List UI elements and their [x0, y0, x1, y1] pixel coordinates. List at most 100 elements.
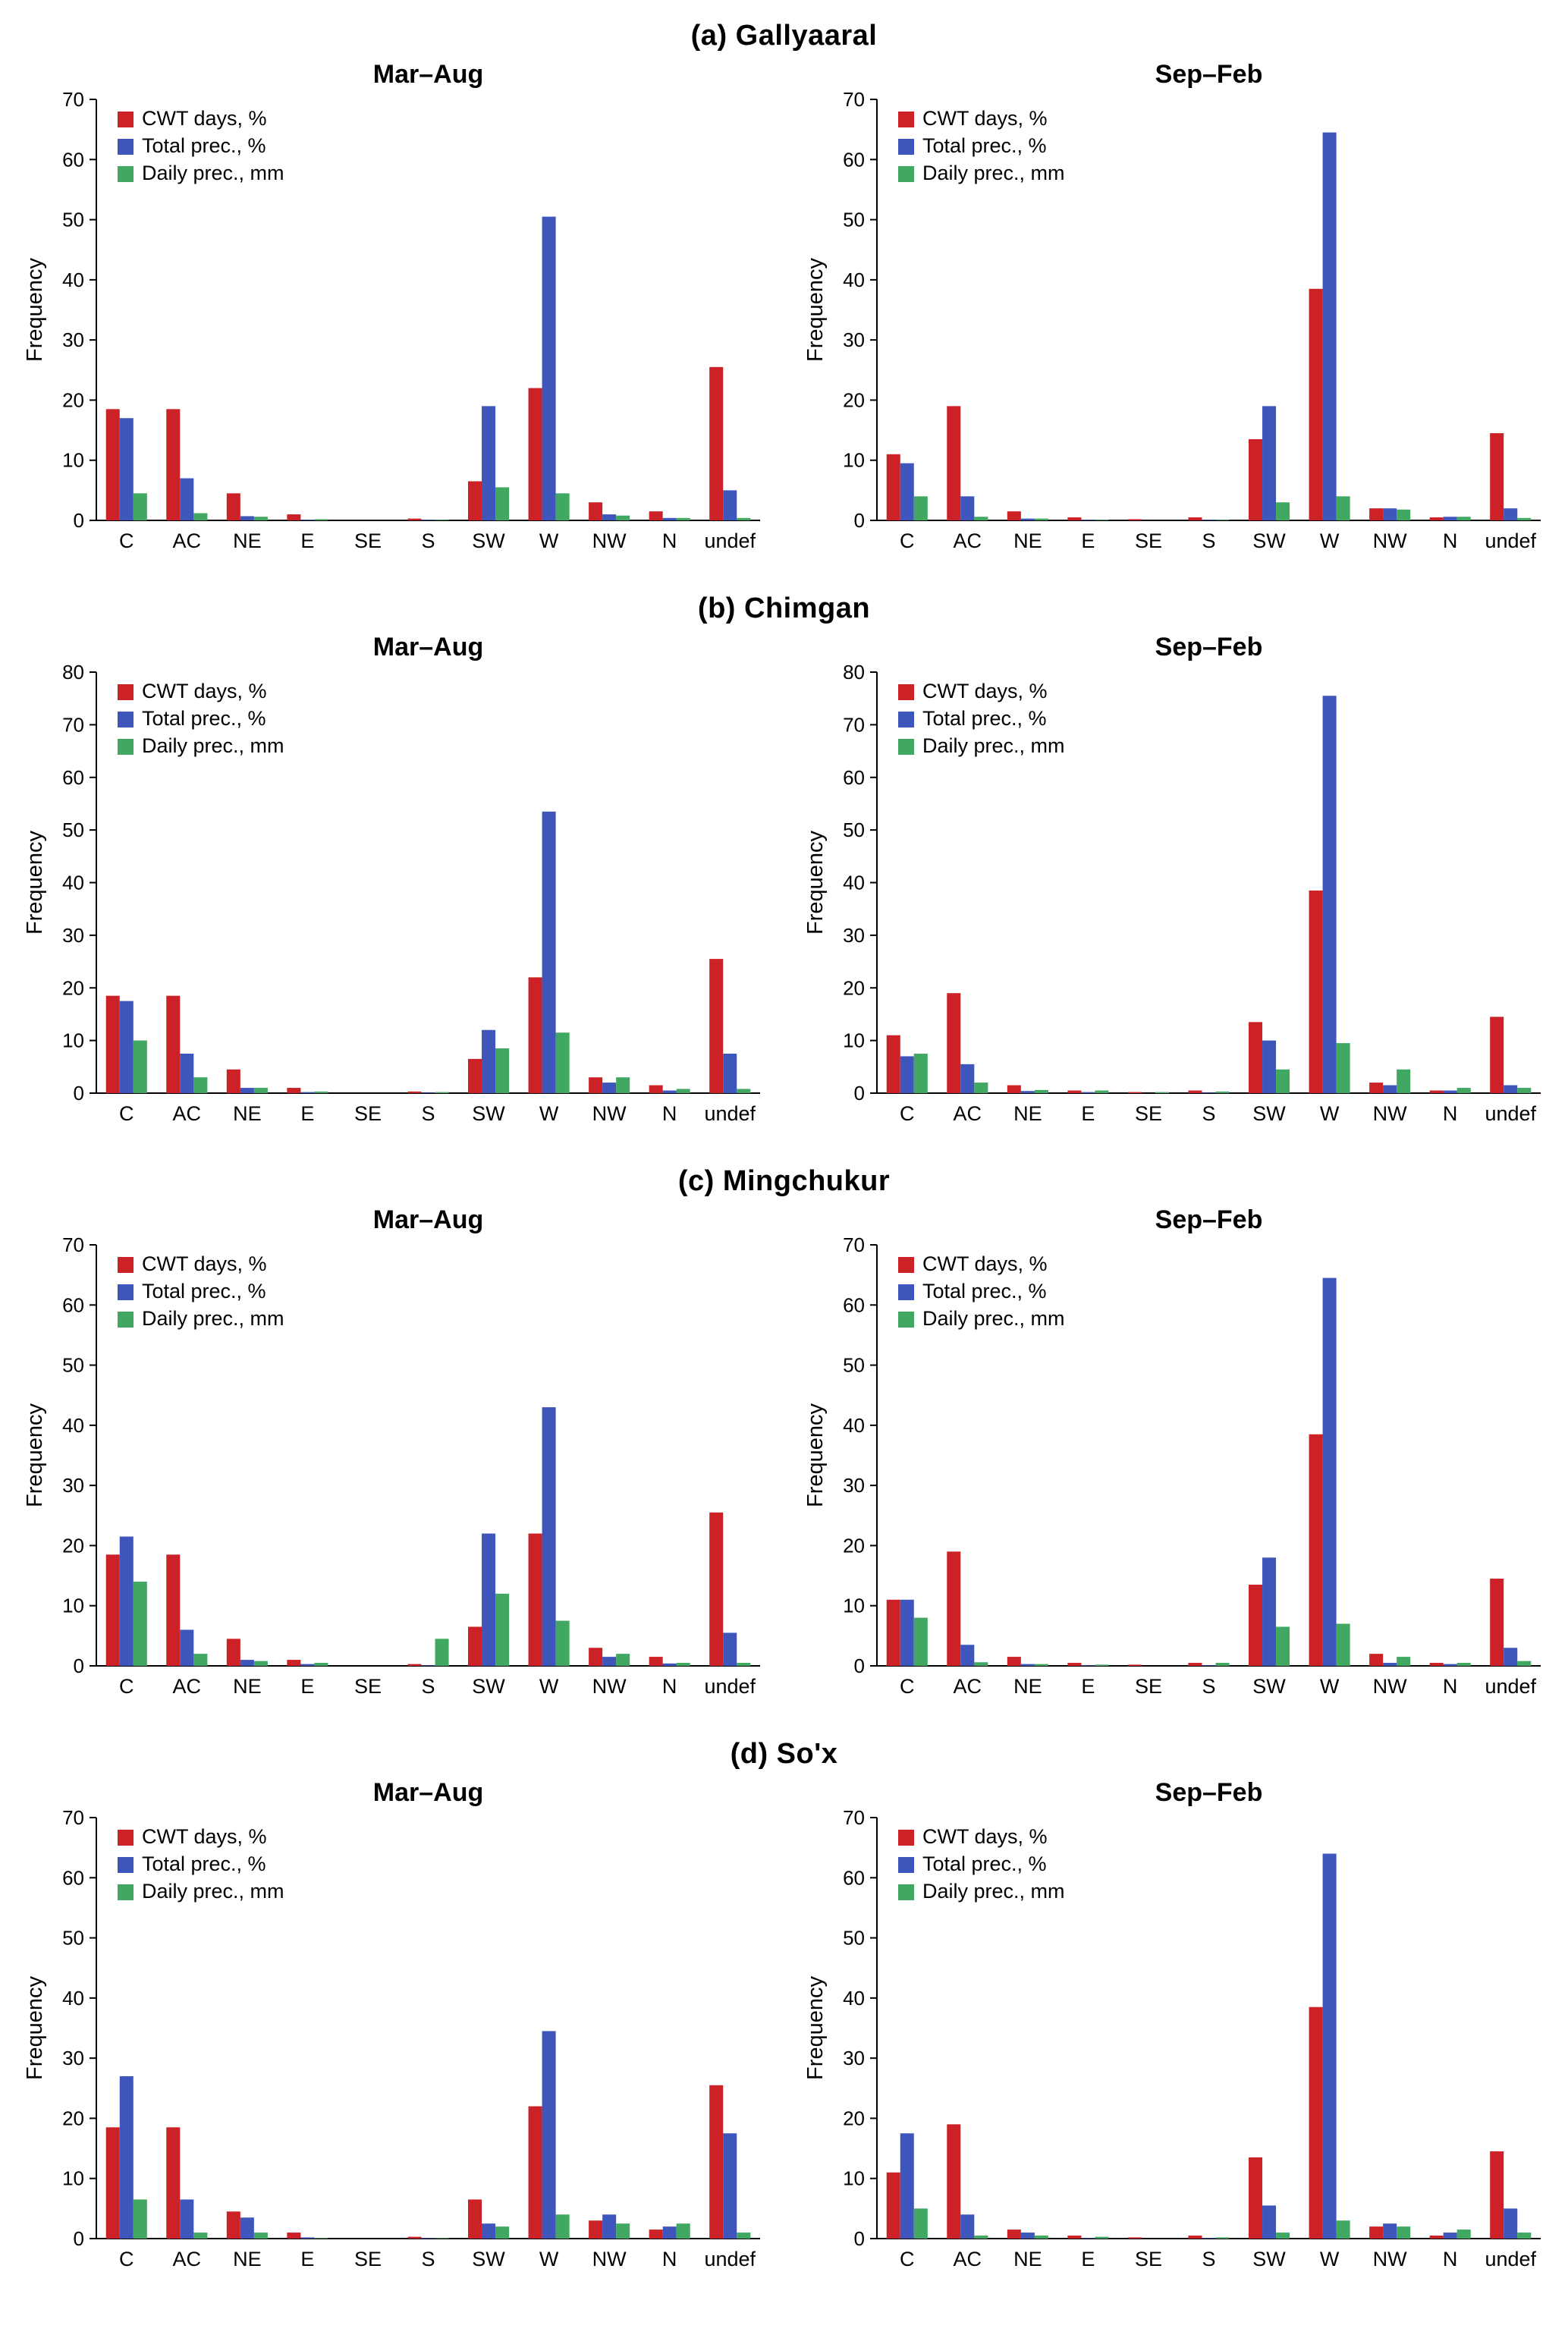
bar — [165, 1554, 180, 1666]
bar — [946, 993, 960, 1093]
x-tick-label: S — [421, 1675, 435, 1698]
x-tick-label: E — [1081, 1675, 1095, 1698]
bar — [1034, 1089, 1048, 1093]
bar — [973, 1083, 988, 1093]
bar-chart-svg: Sep–Feb Frequency 0 10 20 30 40 50 60 70 C AC NE E SE S… — [803, 1205, 1541, 1698]
bar — [960, 1645, 974, 1666]
bar — [649, 1657, 663, 1666]
bar — [1429, 1090, 1444, 1093]
bar — [1187, 517, 1202, 520]
bar — [407, 518, 421, 520]
y-tick-label: 30 — [62, 328, 84, 351]
x-tick-label: S — [1202, 1675, 1215, 1698]
bar — [495, 2226, 509, 2239]
bar — [602, 1657, 616, 1666]
x-tick-label: AC — [172, 529, 201, 552]
y-tick-label: 60 — [843, 148, 865, 171]
bar — [1275, 2233, 1290, 2239]
x-tick-label: W — [1319, 1675, 1339, 1698]
bar — [1516, 517, 1531, 520]
bar — [1368, 1654, 1383, 1666]
legend-swatch — [897, 1284, 914, 1300]
bar — [1275, 1626, 1290, 1666]
bar — [900, 463, 914, 520]
x-tick-label: NE — [1013, 2248, 1042, 2270]
bar — [662, 517, 677, 520]
bar — [119, 418, 134, 520]
x-tick-label: E — [300, 2248, 314, 2270]
bar — [722, 490, 737, 520]
bar — [528, 388, 542, 520]
bar-chart-svg: Mar–Aug Frequency 0 10 20 30 40 50 60 70 C AC NE E SE S… — [23, 60, 760, 552]
x-tick-label: C — [119, 529, 134, 552]
x-tick-label: E — [300, 529, 314, 552]
x-tick-label: SW — [472, 2248, 505, 2270]
x-tick-label: E — [300, 1675, 314, 1698]
bar — [1396, 509, 1410, 520]
bar — [467, 1058, 482, 1093]
bar — [1007, 2229, 1021, 2239]
bar — [1215, 1091, 1230, 1093]
bar — [1080, 1092, 1095, 1093]
x-tick-label: N — [1442, 1675, 1457, 1698]
x-tick-label: S — [421, 2248, 435, 2270]
bar — [588, 1077, 602, 1093]
bar — [407, 2236, 421, 2239]
bar — [960, 496, 974, 520]
bar-chart-svg: Sep–Feb Frequency 0 10 20 30 40 50 60 70 80 C AC NE E S… — [803, 633, 1541, 1125]
x-tick-label: SE — [1134, 1675, 1161, 1698]
section-d: (d) So'x Mar–Aug Frequency 0 10 20 30 40 50 60 70… — [0, 1723, 1568, 2295]
bar — [313, 2238, 328, 2239]
y-tick-label: 30 — [62, 1474, 84, 1497]
y-tick-label: 0 — [853, 509, 864, 532]
bar — [467, 481, 482, 520]
x-tick-label: NW — [592, 2248, 626, 2270]
bar — [495, 1048, 509, 1093]
y-tick-label: 70 — [62, 713, 84, 736]
bar — [1127, 1092, 1142, 1093]
legend-swatch — [117, 166, 134, 182]
bar — [1094, 2236, 1108, 2239]
bar — [105, 2127, 120, 2239]
legend: CWT days, % Total prec., % Daily prec., mm — [897, 1825, 1064, 1903]
y-tick-label: 50 — [843, 819, 865, 841]
x-tick-label: E — [300, 1102, 314, 1125]
y-tick-label: 10 — [62, 1029, 84, 1052]
x-tick-label: NE — [1013, 1675, 1042, 1698]
x-tick-label: SE — [354, 1675, 381, 1698]
x-tick-label: C — [119, 2248, 134, 2270]
x-tick-label: N — [661, 529, 677, 552]
y-tick-label: 0 — [73, 2227, 83, 2250]
bar — [1309, 2006, 1323, 2239]
y-tick-label: 30 — [62, 2047, 84, 2069]
bar — [240, 1660, 254, 1666]
x-tick-label: SW — [1252, 2248, 1286, 2270]
y-tick-label: 0 — [73, 509, 83, 532]
bar — [300, 2237, 314, 2239]
x-tick-label: C — [119, 1675, 134, 1698]
x-tick-label: SW — [1252, 1102, 1286, 1125]
x-tick-label: S — [421, 529, 435, 552]
legend-swatch — [897, 1312, 914, 1328]
y-tick-label: 30 — [62, 924, 84, 947]
bar — [1020, 1664, 1035, 1666]
y-tick-label: 60 — [62, 148, 84, 171]
bar — [1094, 1664, 1108, 1666]
bar — [1322, 132, 1337, 520]
bar — [588, 1648, 602, 1666]
legend-label: Total prec., % — [142, 1280, 266, 1302]
x-tick-label: undef — [1485, 1675, 1536, 1698]
x-tick-label: C — [119, 1102, 134, 1125]
y-axis-label: Frequency — [803, 830, 828, 935]
bar — [1187, 1663, 1202, 1666]
bar — [133, 2199, 147, 2239]
bar — [1080, 1665, 1095, 1666]
bar — [1368, 1083, 1383, 1093]
bar — [676, 517, 690, 520]
x-tick-label: AC — [953, 1102, 982, 1125]
bar — [1322, 1853, 1337, 2239]
bar — [226, 1069, 240, 1093]
bar — [240, 1088, 254, 1093]
bar — [240, 516, 254, 520]
